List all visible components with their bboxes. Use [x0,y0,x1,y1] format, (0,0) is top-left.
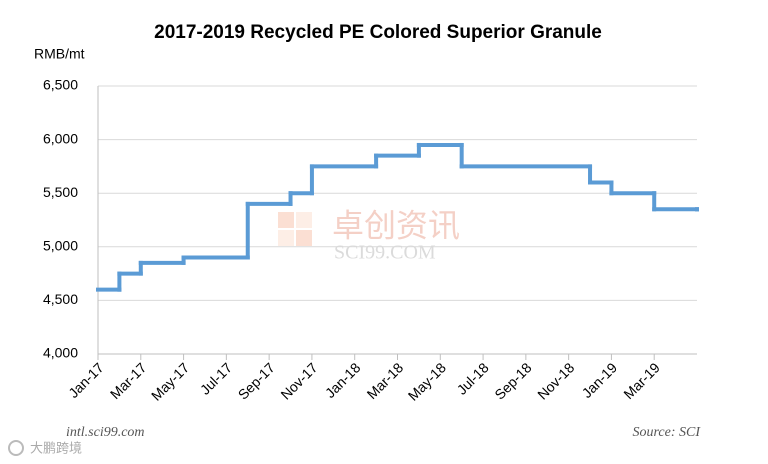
y-tick-label: 4,000 [43,345,78,361]
y-tick-label: 6,000 [43,130,78,146]
watermark-logo [296,230,312,246]
watermark-logo [296,212,312,228]
chart-title: 2017-2019 Recycled PE Colored Superior G… [154,22,602,43]
y-axis-label: RMB/mt [34,46,85,62]
watermark-logo [278,230,294,246]
y-tick-label: 5,000 [43,238,78,254]
y-tick-label: 6,500 [43,77,78,93]
y-tick-label: 4,500 [43,291,78,307]
y-tick-label: 5,500 [43,184,78,200]
watermark-text: SCI99.COM [334,242,436,264]
footer-right: Source: SCI [632,425,701,440]
footer-left: intl.sci99.com [66,425,145,440]
watermark-logo [278,212,294,228]
series [96,142,699,292]
corner-logo: 大鹏跨境 [30,440,82,455]
corner-logo-icon [8,440,24,456]
watermark-text: 卓创资讯 [332,207,460,243]
